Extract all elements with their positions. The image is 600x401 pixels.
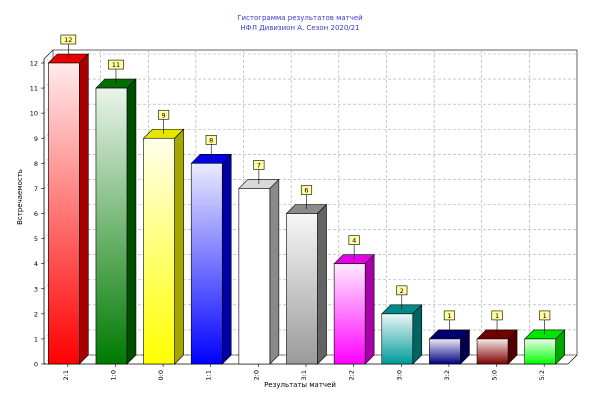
x-tick-label: 3:1 — [300, 370, 308, 380]
bar — [238, 178, 280, 365]
x-tick-label: 5:2 — [538, 370, 546, 380]
chart-subtitle: НФЛ Дивизион А. Сезон 2020/21 — [240, 24, 359, 32]
y-tick-label: 6 — [34, 210, 38, 218]
y-tick-label: 9 — [34, 135, 38, 143]
bar — [381, 304, 423, 365]
bars — [47, 53, 566, 365]
svg-text:8: 8 — [209, 136, 213, 144]
data-label: 11 — [108, 59, 124, 84]
y-tick-label: 5 — [34, 235, 38, 243]
data-label: 9 — [158, 109, 170, 134]
svg-text:2: 2 — [400, 287, 404, 295]
x-tick-label: 3:2 — [443, 370, 451, 380]
x-tick-label: 1:0 — [109, 370, 117, 380]
bar — [95, 78, 137, 365]
y-tick-label: 1 — [34, 335, 38, 343]
chart-title: Гистограмма результатов матчей — [237, 14, 362, 22]
y-tick-label: 3 — [34, 285, 38, 293]
x-axis-label: Результаты матчей — [264, 381, 336, 389]
svg-text:12: 12 — [64, 36, 72, 44]
x-tick-label: 0:0 — [157, 370, 165, 380]
data-label: 1 — [539, 310, 551, 335]
y-tick-label: 10 — [30, 110, 38, 118]
data-label: 12 — [60, 34, 77, 59]
y-tick-label: 7 — [34, 185, 38, 193]
bar — [285, 203, 328, 365]
bar — [142, 128, 185, 365]
svg-text:9: 9 — [162, 111, 166, 119]
svg-text:1: 1 — [543, 312, 547, 320]
data-label: 6 — [300, 185, 313, 209]
x-tick-label: 3:0 — [395, 370, 403, 380]
data-label: 1 — [491, 310, 503, 335]
svg-text:7: 7 — [257, 161, 261, 169]
x-tick-label: 1:1 — [205, 370, 213, 380]
y-tick-label: 11 — [30, 85, 38, 93]
bar — [523, 329, 566, 365]
data-label: 2 — [396, 285, 408, 310]
svg-text:4: 4 — [352, 237, 356, 245]
svg-text:1: 1 — [495, 312, 499, 320]
data-label: 1 — [443, 310, 455, 335]
svg-text:6: 6 — [304, 187, 308, 195]
bar — [190, 153, 232, 365]
data-label: 7 — [253, 160, 265, 184]
y-axis-label: Встречаемость — [16, 169, 24, 225]
data-label: 8 — [205, 135, 217, 159]
data-label: 4 — [348, 235, 360, 260]
y-tick-label: 8 — [34, 160, 38, 168]
svg-text:11: 11 — [112, 61, 120, 69]
y-tick-label: 4 — [34, 260, 38, 268]
x-tick-label: 5:0 — [491, 370, 499, 380]
bar — [47, 53, 90, 365]
x-tick-label: 2:0 — [252, 370, 260, 380]
bar — [428, 329, 471, 365]
bar — [476, 329, 518, 365]
y-tick-label: 0 — [34, 361, 38, 369]
x-tick-label: 2:2 — [348, 370, 356, 380]
svg-text:1: 1 — [447, 312, 451, 320]
y-tick-label: 12 — [30, 60, 38, 68]
bar — [333, 253, 375, 365]
y-tick-label: 2 — [34, 310, 38, 318]
x-tick-label: 2:1 — [62, 370, 70, 380]
